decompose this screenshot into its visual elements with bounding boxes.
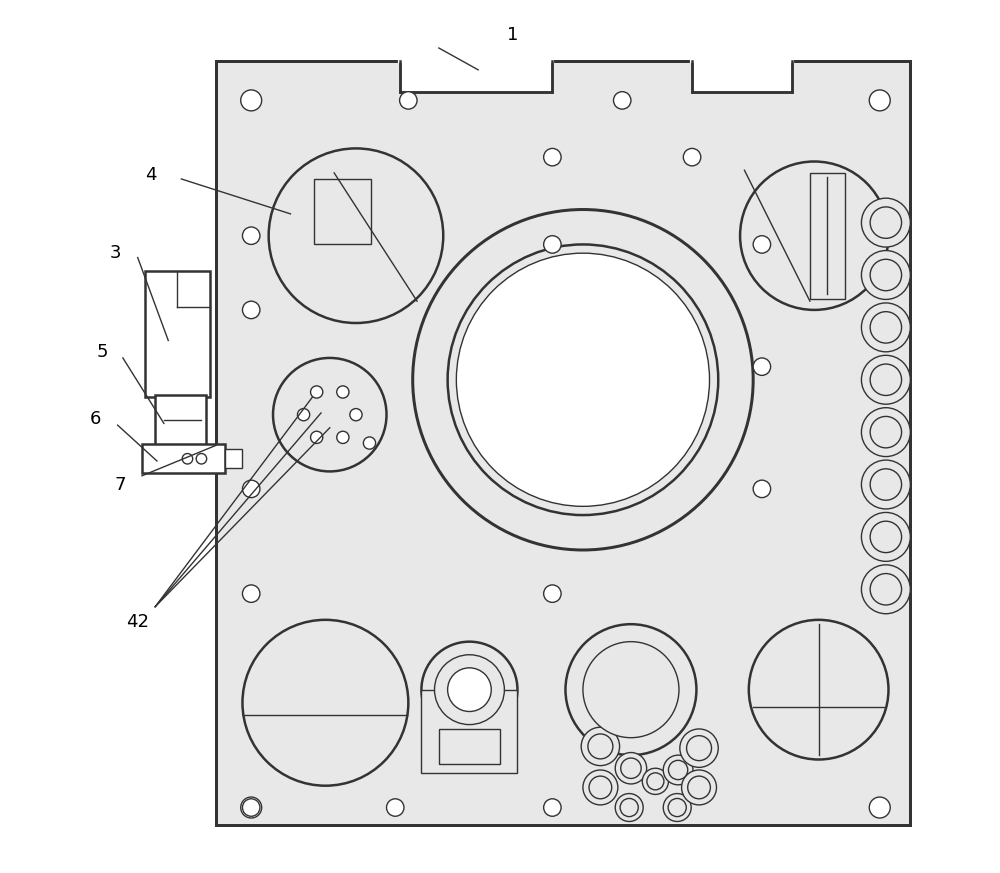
Circle shape — [870, 469, 902, 500]
Bar — [692, 61, 792, 92]
Circle shape — [311, 431, 323, 443]
Circle shape — [861, 460, 910, 509]
Circle shape — [544, 148, 561, 166]
Circle shape — [753, 236, 771, 253]
Bar — [216, 61, 910, 825]
Circle shape — [870, 364, 902, 395]
Circle shape — [870, 416, 902, 448]
Bar — [225, 449, 242, 468]
Circle shape — [663, 755, 693, 785]
Circle shape — [544, 799, 561, 816]
Circle shape — [687, 736, 712, 760]
Circle shape — [861, 198, 910, 247]
Circle shape — [613, 92, 631, 109]
Circle shape — [861, 408, 910, 457]
Circle shape — [311, 386, 323, 398]
Circle shape — [337, 386, 349, 398]
Circle shape — [242, 620, 408, 786]
Circle shape — [182, 453, 193, 464]
Circle shape — [583, 770, 618, 805]
Circle shape — [589, 776, 612, 799]
Circle shape — [668, 799, 686, 816]
Bar — [810, 173, 845, 299]
Circle shape — [583, 642, 679, 738]
Circle shape — [588, 734, 613, 759]
Circle shape — [861, 565, 910, 614]
Circle shape — [753, 358, 771, 375]
Circle shape — [242, 480, 260, 498]
Circle shape — [269, 148, 443, 323]
Circle shape — [663, 794, 691, 821]
Text: 7: 7 — [114, 476, 126, 493]
Circle shape — [363, 436, 376, 449]
Circle shape — [350, 409, 362, 421]
Text: 3: 3 — [110, 244, 122, 262]
Circle shape — [869, 797, 890, 818]
Circle shape — [241, 90, 262, 111]
Circle shape — [870, 574, 902, 605]
Bar — [155, 395, 206, 445]
Circle shape — [753, 480, 771, 498]
Circle shape — [400, 92, 417, 109]
Text: 42: 42 — [126, 613, 149, 630]
Circle shape — [435, 655, 504, 725]
Circle shape — [682, 770, 717, 805]
Circle shape — [870, 259, 902, 291]
Circle shape — [749, 620, 888, 760]
Circle shape — [273, 358, 387, 471]
Bar — [145, 271, 210, 397]
Bar — [400, 61, 552, 92]
Circle shape — [642, 768, 668, 794]
Circle shape — [544, 585, 561, 602]
Circle shape — [242, 301, 260, 319]
Circle shape — [861, 251, 910, 299]
Circle shape — [861, 355, 910, 404]
Text: 4: 4 — [145, 166, 157, 183]
Circle shape — [387, 799, 404, 816]
Circle shape — [668, 760, 688, 780]
Circle shape — [688, 776, 710, 799]
Circle shape — [647, 773, 664, 790]
Circle shape — [581, 727, 620, 766]
Circle shape — [448, 668, 491, 711]
Circle shape — [456, 253, 710, 506]
Circle shape — [297, 409, 310, 421]
Circle shape — [861, 303, 910, 352]
Circle shape — [861, 512, 910, 561]
Circle shape — [565, 624, 696, 755]
Circle shape — [740, 162, 888, 310]
Circle shape — [870, 521, 902, 553]
Circle shape — [683, 148, 701, 166]
Circle shape — [615, 794, 643, 821]
Circle shape — [242, 227, 260, 244]
Bar — [439, 729, 500, 764]
Circle shape — [196, 453, 207, 464]
Circle shape — [544, 236, 561, 253]
Circle shape — [870, 312, 902, 343]
Circle shape — [680, 729, 718, 767]
Text: 6: 6 — [90, 410, 101, 428]
Circle shape — [544, 358, 561, 375]
Circle shape — [620, 799, 638, 816]
Circle shape — [869, 90, 890, 111]
Circle shape — [621, 758, 641, 779]
Text: 1: 1 — [507, 26, 519, 44]
Circle shape — [615, 753, 647, 784]
Circle shape — [448, 244, 718, 515]
Circle shape — [242, 585, 260, 602]
Bar — [142, 444, 225, 473]
Circle shape — [242, 799, 260, 816]
Circle shape — [337, 431, 349, 443]
Text: 5: 5 — [97, 343, 109, 361]
Circle shape — [870, 207, 902, 238]
Circle shape — [421, 642, 517, 738]
Bar — [421, 690, 517, 773]
Bar — [314, 179, 371, 244]
Circle shape — [413, 210, 753, 550]
Circle shape — [241, 797, 262, 818]
